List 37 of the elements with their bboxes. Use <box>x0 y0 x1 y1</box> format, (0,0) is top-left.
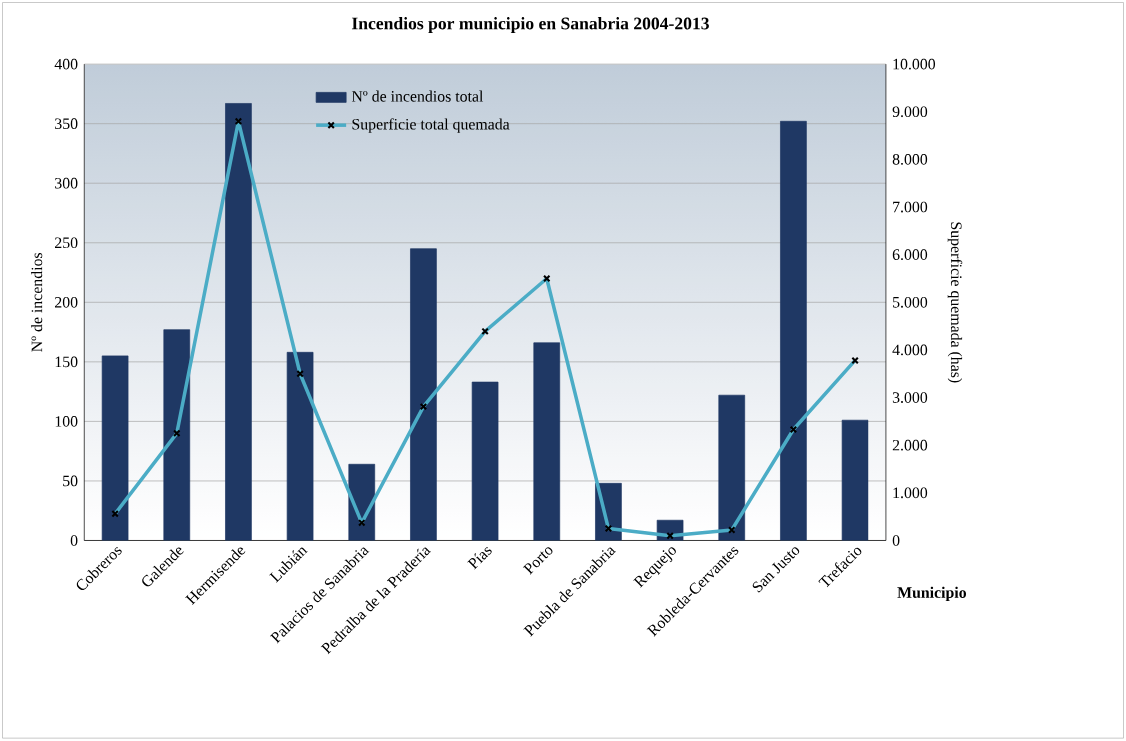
y2-tick-label: 5.000 <box>893 297 928 308</box>
y-tick-label: 50 <box>63 475 78 487</box>
x-axis-title: Municipio <box>897 586 967 602</box>
bar <box>163 329 191 541</box>
legend-label: Nº de incendios total <box>351 90 484 102</box>
bar <box>841 420 869 541</box>
bar <box>410 248 437 541</box>
y2-tick-label: 9.000 <box>892 106 928 118</box>
y-tick-label: 250 <box>55 237 78 249</box>
y-tick-label: 200 <box>55 297 78 308</box>
y-axis-title: Nº de incendios <box>31 253 43 352</box>
y2-tick-label: 4.000 <box>892 344 928 356</box>
y2-tick-label: 7.000 <box>893 201 928 213</box>
bar <box>471 381 499 541</box>
x-tick-label: Pías <box>467 547 492 570</box>
y-tick-label: 300 <box>55 178 78 189</box>
bar <box>533 342 561 541</box>
chart-title: Incendios por municipio en Sanabria 2004-2013 <box>351 17 709 34</box>
y2-tick-label: 0 <box>892 535 900 547</box>
y2-tick-label: 1.000 <box>893 487 928 499</box>
legend-label: Superficie total quemada <box>352 118 510 133</box>
bar <box>225 103 252 541</box>
bar <box>286 352 314 541</box>
y-tick-label: 0 <box>70 535 78 547</box>
bar <box>101 355 129 541</box>
y-tick-label: 350 <box>55 118 78 130</box>
y-tick-label: 100 <box>55 416 78 427</box>
y-tick-label: 400 <box>54 58 78 70</box>
y2-tick-label: 6.000 <box>892 249 928 261</box>
y-tick-label: 150 <box>55 356 78 368</box>
bar <box>718 395 746 541</box>
bar <box>780 121 807 541</box>
y2-tick-label: 8.000 <box>892 154 928 165</box>
y2-tick-label: 3.000 <box>892 392 928 404</box>
y2-tick-label: 10.000 <box>893 58 936 70</box>
y2-tick-label: 2.000 <box>892 440 928 451</box>
y2-axis-title: Superficie quemada (has) <box>947 222 963 383</box>
